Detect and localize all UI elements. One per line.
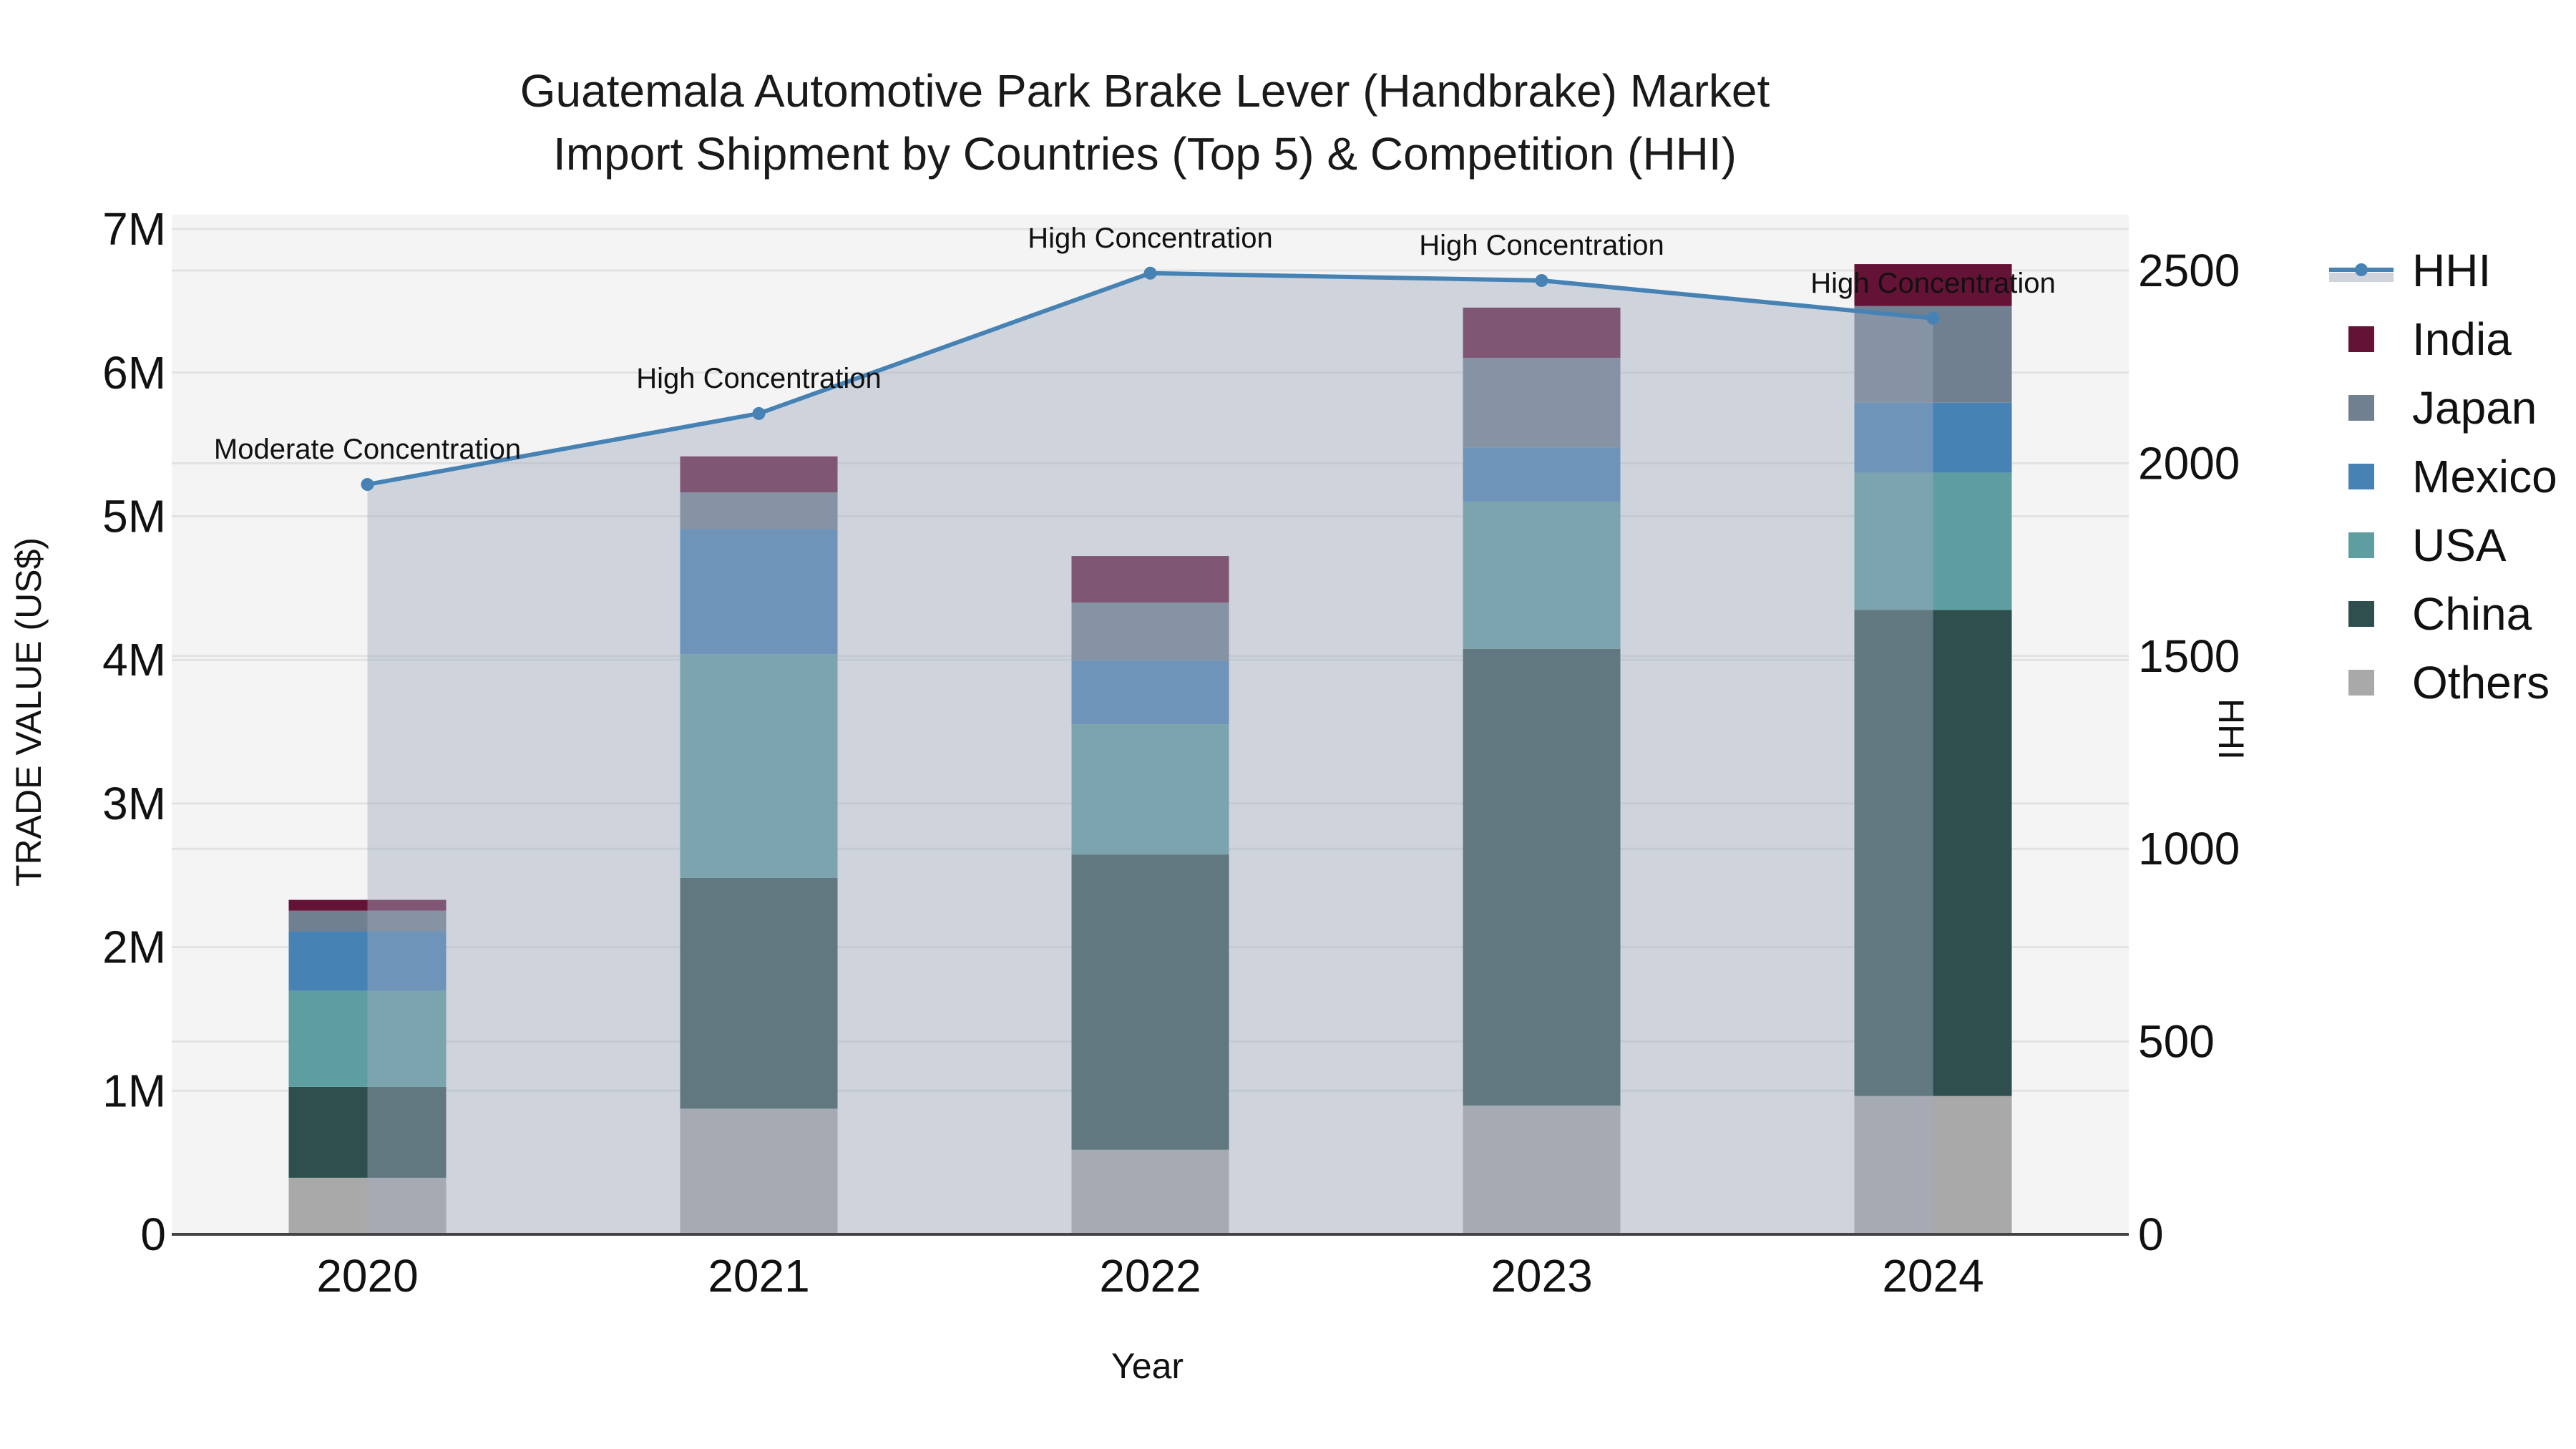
bar-segment-mexico bbox=[288, 931, 447, 991]
bar-segment-mexico bbox=[1463, 447, 1621, 502]
bar-segment-india bbox=[1463, 307, 1621, 358]
bar-segment-others bbox=[288, 1177, 447, 1234]
bar-segment-others bbox=[1854, 1096, 2012, 1234]
y-left-axis-title: TRADE VALUE (US$) bbox=[9, 537, 49, 887]
bar-segment-usa bbox=[1854, 472, 2012, 610]
bar-segment-india bbox=[1854, 264, 2012, 306]
svg-text:0: 0 bbox=[140, 1209, 166, 1260]
bar-segment-india bbox=[680, 456, 838, 493]
bar-segment-japan bbox=[288, 910, 447, 932]
bar-segment-others bbox=[1071, 1149, 1229, 1234]
bar-segment-china bbox=[288, 1086, 447, 1178]
bar-segment-china bbox=[1854, 610, 2012, 1096]
bar-segment-usa bbox=[1071, 724, 1229, 855]
svg-text:7M: 7M bbox=[102, 203, 166, 255]
hhi-area bbox=[367, 273, 1933, 1234]
hhi-point bbox=[1535, 274, 1548, 288]
legend-item-mexico[interactable]: Mexico bbox=[2329, 442, 2557, 511]
bar-segment-india bbox=[288, 899, 447, 911]
bar-segment-usa bbox=[680, 654, 838, 878]
svg-text:4M: 4M bbox=[102, 634, 166, 686]
swatch-icon bbox=[2348, 601, 2374, 627]
bar-segment-mexico bbox=[1854, 402, 2012, 473]
annotation-label: High Concentration bbox=[636, 363, 881, 394]
x-axis-title: Year bbox=[1111, 1346, 1184, 1386]
line-marker-icon bbox=[2329, 258, 2394, 283]
x-ticks: 2020 2021 2022 2023 2024 bbox=[316, 1250, 1984, 1302]
swatch-icon bbox=[2348, 395, 2374, 421]
svg-text:6M: 6M bbox=[102, 347, 166, 399]
svg-text:500: 500 bbox=[2138, 1016, 2215, 1068]
svg-text:2500: 2500 bbox=[2138, 245, 2240, 296]
svg-text:1500: 1500 bbox=[2138, 630, 2240, 682]
annotation-label: High Concentration bbox=[1419, 230, 1664, 261]
hhi-point bbox=[1926, 311, 1940, 325]
hhi-line bbox=[361, 266, 1940, 492]
svg-text:2023: 2023 bbox=[1491, 1250, 1592, 1302]
hhi-point bbox=[752, 406, 766, 420]
annotation-label: High Concentration bbox=[1028, 223, 1272, 254]
swatch-icon bbox=[2348, 464, 2374, 489]
svg-text:3M: 3M bbox=[102, 778, 166, 829]
swatch-icon bbox=[2348, 532, 2374, 558]
legend-item-india[interactable]: India bbox=[2329, 305, 2557, 374]
svg-text:1M: 1M bbox=[102, 1065, 166, 1116]
svg-text:5M: 5M bbox=[102, 491, 166, 542]
legend: HHI India Japan Mexico USA China Others bbox=[2329, 236, 2557, 717]
bar-segment-japan bbox=[680, 492, 838, 530]
annotation-label: Moderate Concentration bbox=[214, 434, 521, 465]
svg-text:2022: 2022 bbox=[1099, 1250, 1201, 1302]
svg-text:0: 0 bbox=[2138, 1209, 2164, 1260]
annotation-label: High Concentration bbox=[1810, 268, 2055, 299]
hhi-annotations: Moderate Concentration High Concentration… bbox=[214, 223, 2056, 465]
bar-segment-china bbox=[680, 877, 838, 1109]
chart-title-line2: Import Shipment by Countries (Top 5) & C… bbox=[553, 128, 1737, 180]
bar-segment-japan bbox=[1071, 602, 1229, 661]
y-right-ticks: 0 500 1000 1500 2000 2500 bbox=[2138, 245, 2240, 1260]
bar-segment-china bbox=[1071, 854, 1229, 1150]
y-right-axis-title: HHI bbox=[2211, 698, 2252, 761]
legend-item-china[interactable]: China bbox=[2329, 580, 2557, 648]
legend-item-japan[interactable]: Japan bbox=[2329, 374, 2557, 442]
bar-segment-usa bbox=[288, 990, 447, 1087]
swatch-icon bbox=[2348, 326, 2374, 352]
bar-segment-india bbox=[1071, 556, 1229, 603]
bar-segment-others bbox=[680, 1108, 838, 1234]
legend-item-usa[interactable]: USA bbox=[2329, 511, 2557, 580]
svg-text:2M: 2M bbox=[102, 922, 166, 973]
legend-item-hhi[interactable]: HHI bbox=[2329, 236, 2557, 305]
chart-title-line1: Guatemala Automotive Park Brake Lever (H… bbox=[519, 65, 1770, 117]
hhi-point bbox=[1143, 266, 1157, 280]
bar-segment-mexico bbox=[1071, 660, 1229, 725]
svg-text:2000: 2000 bbox=[2138, 437, 2240, 489]
bar-segment-others bbox=[1463, 1105, 1621, 1234]
bars bbox=[288, 264, 2012, 1234]
svg-text:2020: 2020 bbox=[316, 1250, 418, 1302]
bar-segment-mexico bbox=[680, 529, 838, 655]
bar-segment-usa bbox=[1463, 502, 1621, 649]
bar-segment-china bbox=[1463, 648, 1621, 1106]
hhi-point bbox=[361, 478, 374, 492]
svg-text:1000: 1000 bbox=[2138, 823, 2240, 874]
bar-segment-japan bbox=[1463, 358, 1621, 448]
svg-text:2024: 2024 bbox=[1882, 1250, 1984, 1302]
y-left-ticks: 0 1M 2M 3M 4M 5M 6M 7M bbox=[102, 203, 166, 1260]
legend-item-others[interactable]: Others bbox=[2329, 648, 2557, 717]
svg-text:2021: 2021 bbox=[708, 1250, 809, 1302]
swatch-icon bbox=[2348, 670, 2374, 696]
